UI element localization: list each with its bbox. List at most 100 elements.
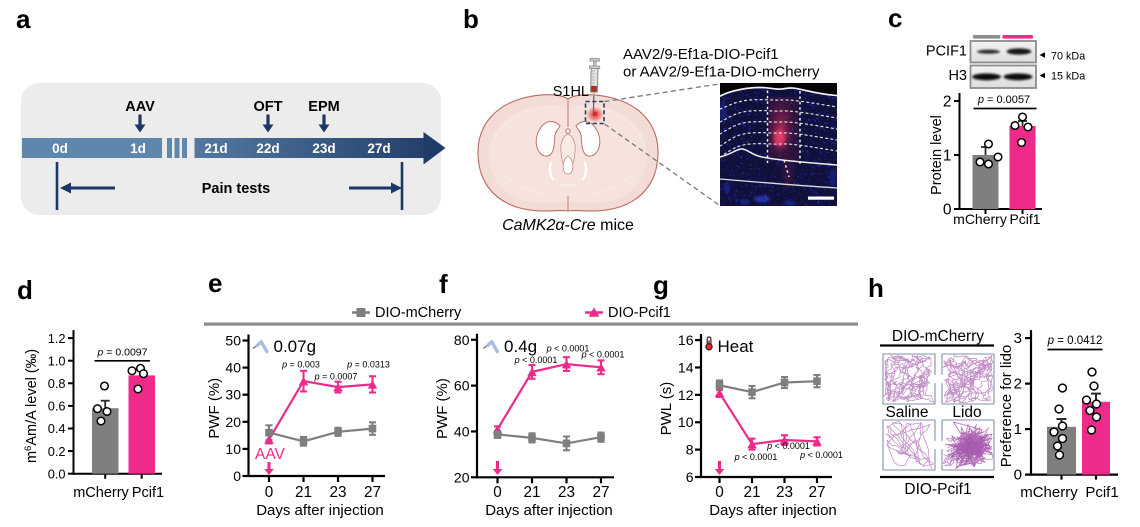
svg-text:AAV: AAV (255, 446, 286, 463)
svg-text:23d: 23d (312, 141, 335, 156)
svg-text:12: 12 (678, 387, 694, 403)
svg-text:mCherry: mCherry (953, 211, 1007, 227)
svg-text:10: 10 (225, 441, 241, 457)
svg-text:1.0: 1.0 (48, 353, 66, 368)
svg-text:AAV: AAV (125, 99, 155, 115)
svg-text:3: 3 (1014, 330, 1022, 347)
svg-text:20: 20 (454, 469, 470, 485)
svg-text:Days after injection: Days after injection (709, 502, 837, 519)
svg-text:23: 23 (776, 484, 793, 501)
svg-text:60: 60 (454, 378, 470, 394)
svg-text:p = 0.003: p = 0.003 (281, 360, 320, 370)
svg-text:EPM: EPM (308, 99, 339, 115)
svg-text:0.8: 0.8 (48, 376, 66, 391)
svg-text:0: 0 (943, 202, 952, 219)
svg-text:21: 21 (523, 484, 540, 501)
svg-text:g: g (653, 270, 669, 300)
svg-text:PCIF1: PCIF1 (926, 44, 967, 60)
svg-text:f: f (439, 269, 448, 299)
svg-text:Pcif1: Pcif1 (1009, 211, 1040, 227)
svg-text:6: 6 (686, 469, 694, 485)
svg-text:8: 8 (686, 442, 694, 458)
svg-text:Saline: Saline (885, 404, 928, 421)
svg-text:PWL (s): PWL (s) (658, 382, 675, 436)
svg-text:40: 40 (225, 360, 241, 376)
svg-text:mCherry: mCherry (1020, 484, 1078, 501)
svg-text:0.4g: 0.4g (504, 337, 537, 356)
svg-text:0: 0 (1014, 467, 1022, 484)
svg-text:27: 27 (364, 484, 381, 501)
svg-text:0.4: 0.4 (48, 421, 66, 436)
svg-text:50: 50 (225, 333, 241, 349)
svg-text:h: h (868, 273, 884, 303)
svg-text:p = 0.0097: p = 0.0097 (97, 347, 148, 359)
svg-text:DIO-Pcif1: DIO-Pcif1 (904, 481, 971, 498)
svg-text:mCherry: mCherry (73, 485, 129, 501)
svg-text:DIO-mCherry: DIO-mCherry (375, 305, 462, 321)
svg-text:80: 80 (454, 332, 470, 348)
svg-text:0.0: 0.0 (48, 466, 66, 481)
svg-text:Heat: Heat (718, 337, 754, 356)
svg-text:Pain tests: Pain tests (202, 181, 271, 197)
svg-text:d: d (17, 275, 33, 305)
svg-text:p < 0.0001: p < 0.0001 (581, 350, 625, 360)
svg-text:S1HL: S1HL (553, 84, 589, 100)
svg-text:0.6: 0.6 (48, 399, 66, 414)
svg-text:OFT: OFT (254, 99, 283, 115)
svg-text:m6Am/A level (‰): m6Am/A level (‰) (23, 349, 40, 463)
svg-text:0: 0 (233, 468, 241, 484)
svg-text:p < 0.0001: p < 0.0001 (799, 450, 843, 460)
svg-text:Preference for lido: Preference for lido (998, 345, 1015, 468)
svg-text:e: e (208, 268, 222, 298)
svg-text:70 kDa: 70 kDa (1051, 51, 1085, 63)
svg-text:p = 0.0007: p = 0.0007 (314, 372, 358, 382)
svg-text:Pcif1: Pcif1 (132, 485, 164, 501)
svg-text:0: 0 (493, 484, 502, 501)
svg-text:27: 27 (808, 484, 825, 501)
svg-text:14: 14 (678, 359, 694, 375)
svg-text:p < 0.0001: p < 0.0001 (546, 344, 590, 354)
svg-text:p = 0.0057: p = 0.0057 (977, 94, 1030, 106)
svg-text:0: 0 (265, 484, 274, 501)
svg-text:PWF (%): PWF (%) (434, 378, 451, 439)
svg-text:23: 23 (558, 484, 575, 501)
svg-text:p = 0.0412: p = 0.0412 (1047, 335, 1103, 347)
svg-text:1: 1 (1014, 421, 1022, 438)
svg-text:p < 0.0001: p < 0.0001 (766, 441, 810, 451)
svg-text:p < 0.0001: p < 0.0001 (514, 355, 558, 365)
svg-text:c: c (888, 3, 902, 33)
svg-text:p = 0.0313: p = 0.0313 (346, 360, 390, 370)
svg-text:20: 20 (225, 414, 241, 430)
svg-text:40: 40 (454, 423, 470, 439)
svg-text:0d: 0d (52, 141, 68, 156)
svg-text:DIO-Pcif1: DIO-Pcif1 (608, 305, 671, 321)
svg-text:27d: 27d (367, 141, 390, 156)
svg-text:2: 2 (1014, 376, 1022, 393)
svg-text:0: 0 (715, 484, 724, 501)
svg-text:DIO-mCherry: DIO-mCherry (892, 328, 984, 345)
svg-text:Lido: Lido (952, 404, 981, 421)
svg-text:or AAV2/9-Ef1a-DIO-mCherry: or AAV2/9-Ef1a-DIO-mCherry (623, 64, 820, 81)
svg-text:Days after injection: Days after injection (485, 502, 613, 519)
svg-text:30: 30 (225, 387, 241, 403)
svg-text:16: 16 (678, 332, 694, 348)
svg-text:22d: 22d (256, 141, 279, 156)
svg-text:1: 1 (943, 148, 952, 165)
svg-text:p < 0.0001: p < 0.0001 (734, 452, 778, 462)
svg-text:21d: 21d (204, 141, 227, 156)
svg-text:23: 23 (329, 484, 346, 501)
svg-text:21: 21 (743, 484, 760, 501)
svg-text:Days after injection: Days after injection (256, 502, 384, 519)
svg-text:15 kDa: 15 kDa (1051, 71, 1085, 83)
svg-text:Protein level: Protein level (929, 115, 945, 195)
svg-text:2: 2 (943, 94, 952, 111)
svg-text:1d: 1d (130, 141, 146, 156)
svg-text:PWF (%): PWF (%) (206, 378, 223, 439)
svg-text:27: 27 (592, 484, 609, 501)
svg-text:21: 21 (295, 484, 312, 501)
svg-text:10: 10 (678, 414, 694, 430)
svg-text:0.2: 0.2 (48, 444, 66, 459)
svg-text:b: b (463, 4, 479, 34)
svg-text:0.07g: 0.07g (274, 337, 317, 356)
svg-text:H3: H3 (948, 68, 967, 84)
